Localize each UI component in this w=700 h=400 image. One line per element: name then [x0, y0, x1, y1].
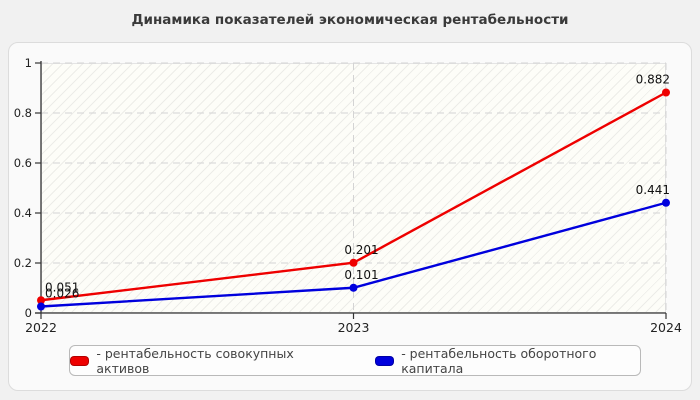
data-point	[349, 283, 358, 292]
y-tick-label: 0.8	[14, 106, 32, 120]
chart-title: Динамика показателей экономическая рента…	[131, 12, 569, 28]
legend-swatch	[70, 355, 90, 366]
data-point	[37, 296, 45, 305]
y-tick-label: 0	[25, 306, 32, 320]
legend-item-1: - рентабельность оборотного капитала	[374, 345, 640, 376]
data-point	[662, 88, 670, 97]
data-point	[349, 258, 358, 267]
y-tick-label: 0.6	[14, 156, 32, 170]
y-tick-label: 0.2	[14, 256, 32, 270]
legend-label: - рентабельность совокупных активов	[96, 345, 294, 376]
legend-item-0: - рентабельность совокупных активов	[70, 346, 329, 376]
data-point	[662, 198, 670, 207]
point-label: 0.441	[636, 183, 670, 197]
legend: - рентабельность совокупных активов - рен…	[69, 345, 641, 376]
point-label: 0.201	[344, 243, 378, 257]
data-point	[37, 302, 45, 311]
point-label: 0.051	[45, 280, 79, 294]
y-tick-label: 1	[25, 56, 32, 70]
line-chart: 0 0.2 0.4 0.6 0.8 1 2022 2023 2024 0.051 0.201 0.88…	[14, 56, 682, 335]
legend-label: - рентабельность оборотного капитала	[401, 345, 597, 376]
y-tick-label: 0.4	[14, 206, 32, 220]
legend-swatch	[374, 355, 395, 366]
point-label: 0.882	[636, 73, 670, 87]
x-tick-label: 2024	[650, 320, 682, 335]
x-tick-label: 2023	[338, 320, 370, 335]
chart-card: 0 0.2 0.4 0.6 0.8 1 2022 2023 2024 0.051 0.201 0.88…	[8, 42, 692, 391]
x-tick-label: 2022	[25, 320, 57, 335]
point-label: 0.026	[45, 287, 79, 301]
point-label: 0.101	[344, 268, 378, 282]
